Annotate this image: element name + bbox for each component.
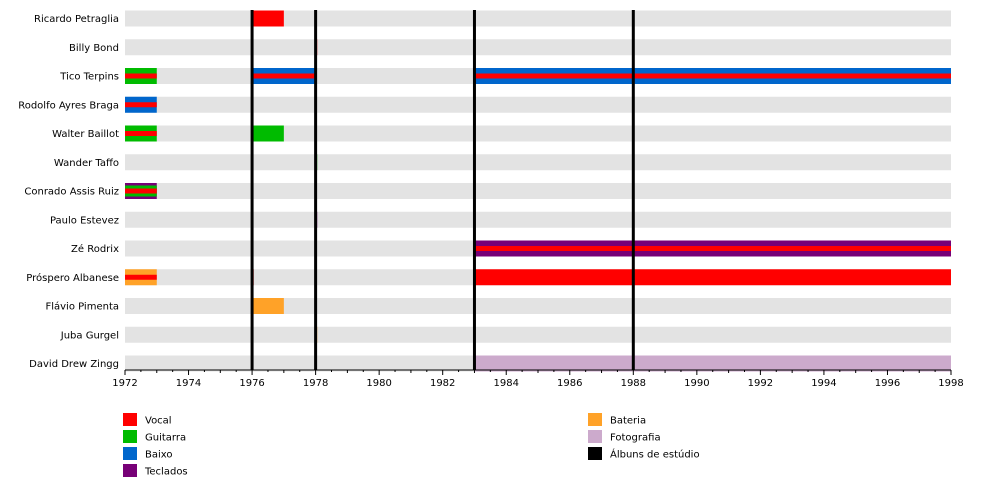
member-bars	[125, 10, 951, 372]
tick-label: 1980	[366, 378, 391, 389]
legend-label: Fotografia	[610, 433, 661, 444]
role-bar-vocal	[252, 10, 284, 27]
member-label: Zé Rodrix	[71, 243, 119, 255]
role-bar-fotografia	[474, 355, 951, 372]
member-label: David Drew Zingg	[29, 359, 119, 370]
tick-label: 1972	[112, 378, 137, 389]
tick-label: 1988	[621, 378, 646, 389]
member-track	[125, 39, 951, 56]
legend: Vocal Guitarra Baixo Teclados Bateria Fotogra…	[123, 413, 700, 478]
tick-label: 1976	[239, 378, 264, 389]
role-bar-vocal	[125, 73, 157, 79]
role-bar-vocal	[474, 246, 951, 251]
legend-label: Teclados	[144, 467, 188, 478]
member-track	[125, 211, 951, 228]
member-label: Próspero Albanese	[26, 272, 119, 284]
member-label: Ricardo Petraglia	[34, 14, 119, 25]
x-axis: 1972 1974 1976 1978 1980 1982 1984 1986 1988 1990…	[112, 369, 964, 389]
legend-swatch	[123, 464, 137, 477]
tick-label: 1994	[811, 378, 836, 389]
tick-label: 1978	[303, 378, 328, 389]
tick-label: 1990	[684, 378, 709, 389]
legend-swatch	[123, 413, 137, 426]
tick-label: 1992	[748, 378, 773, 389]
member-label: Wander Taffo	[54, 158, 119, 169]
member-label: Conrado Assis Ruiz	[24, 187, 119, 198]
member-label: Tico Terpins	[59, 72, 119, 83]
role-bar-vocal	[474, 269, 951, 286]
legend-label: Bateria	[610, 416, 646, 427]
tick-label: 1984	[494, 378, 519, 389]
tick-label: 1986	[557, 378, 582, 389]
album-lines	[250, 10, 635, 370]
legend-label: Guitarra	[145, 433, 186, 444]
tick-label: 1998	[938, 378, 963, 389]
member-label: Billy Bond	[69, 43, 119, 54]
member-track	[125, 183, 951, 199]
legend-swatch	[123, 447, 137, 460]
member-track	[125, 298, 951, 314]
member-track	[125, 10, 951, 27]
legend-swatch	[588, 430, 602, 443]
member-label: Rodolfo Ayres Braga	[18, 100, 119, 111]
tick-label: 1996	[875, 378, 900, 389]
legend-label: Vocal	[145, 416, 172, 427]
role-bar-vocal	[125, 188, 157, 194]
role-bar-guitarra	[252, 125, 284, 142]
role-bar-vocal	[125, 274, 157, 280]
legend-swatch	[588, 413, 602, 426]
member-labels: Ricardo Petraglia Billy Bond Tico Terpins R…	[18, 14, 119, 370]
member-track	[125, 326, 951, 343]
member-label: Paulo Estevez	[50, 215, 119, 226]
role-bar-vocal	[125, 131, 157, 136]
member-label: Walter Baillot	[52, 129, 119, 140]
role-bar-vocal	[474, 73, 951, 79]
tick-label: 1974	[176, 378, 201, 389]
member-label: Flávio Pimenta	[45, 301, 119, 313]
legend-swatch	[123, 430, 137, 443]
member-track	[125, 96, 951, 113]
legend-swatch	[588, 447, 602, 460]
tick-label: 1982	[430, 378, 455, 389]
member-track	[125, 125, 951, 142]
member-track	[125, 154, 951, 171]
member-tracks	[125, 10, 951, 372]
role-bar-vocal	[252, 73, 316, 79]
member-label: Juba Gurgel	[60, 330, 119, 341]
role-bar-bateria	[252, 298, 284, 314]
legend-label: Baixo	[145, 450, 173, 461]
legend-label: Álbuns de estúdio	[610, 448, 700, 461]
role-bar-vocal	[125, 102, 157, 108]
